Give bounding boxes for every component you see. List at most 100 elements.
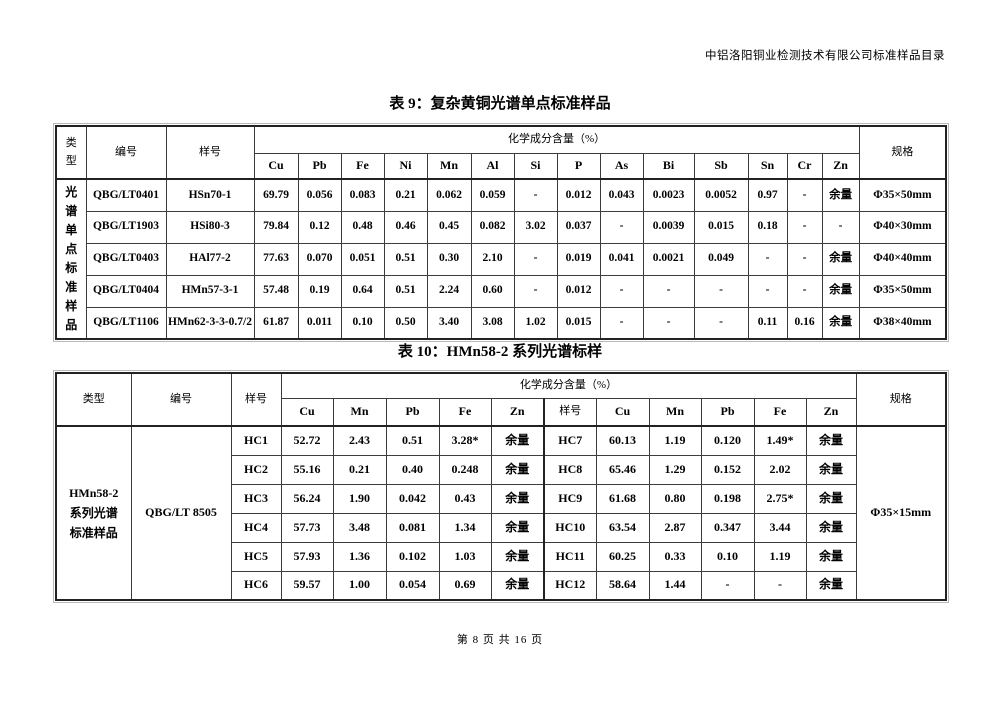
value-cell: 0.51 xyxy=(385,425,440,456)
value-cell: 0.054 xyxy=(385,570,440,601)
table-row: HC2 55.16 0.21 0.40 0.248 余量 HC8 65.46 1… xyxy=(56,454,946,485)
table-row: QBG/LT1903 HSi80-3 79.84 0.12 0.48 0.46 … xyxy=(56,210,947,244)
value-cell: 1.19 xyxy=(648,425,702,456)
table-9: 类型 编号 样号 化学成分含量（%） 规格 Cu Pb Fe Ni Mn Al … xyxy=(52,123,950,342)
value-cell: - xyxy=(693,306,749,340)
col-header-element: Zn xyxy=(490,397,545,427)
value-cell: 65.46 xyxy=(595,454,650,485)
value-cell: 余量 xyxy=(805,483,857,514)
value-cell: - xyxy=(747,274,788,308)
value-cell: 0.60 xyxy=(470,274,515,308)
value-cell: 0.45 xyxy=(426,210,472,244)
value-cell: 3.44 xyxy=(753,512,807,543)
value-cell: 1.49* xyxy=(753,425,807,456)
value-cell: 57.93 xyxy=(280,541,334,572)
value-cell: 0.347 xyxy=(700,512,755,543)
value-cell: 0.043 xyxy=(599,178,644,212)
col-header-spec: 规格 xyxy=(855,372,947,427)
col-header-element: Mn xyxy=(426,152,472,180)
sample-cell: HSn70-1 xyxy=(165,178,255,212)
value-cell: 1.03 xyxy=(438,541,492,572)
value-cell: 0.152 xyxy=(700,454,755,485)
value-cell: 0.64 xyxy=(340,274,385,308)
value-cell: 2.10 xyxy=(470,242,515,276)
value-cell: 1.36 xyxy=(332,541,387,572)
col-header-sample: 样号 xyxy=(230,372,282,427)
table-row: QBG/LT0403 HAl77-2 77.63 0.070 0.051 0.5… xyxy=(56,242,947,276)
value-cell: 2.02 xyxy=(753,454,807,485)
value-cell: 余量 xyxy=(805,425,857,456)
value-cell: 2.87 xyxy=(648,512,702,543)
table-row: HC6 59.57 1.00 0.054 0.69 余量 HC12 58.64 … xyxy=(56,570,946,601)
sample-cell: HSi80-3 xyxy=(165,210,255,244)
spec-cell: Φ35×50mm xyxy=(858,274,947,308)
value-cell: 余量 xyxy=(805,454,857,485)
value-cell: 0.33 xyxy=(648,541,702,572)
col-header-element: P xyxy=(556,152,601,180)
value-cell: 3.28* xyxy=(438,425,492,456)
sample-cell: HC5 xyxy=(230,541,282,572)
value-cell: - xyxy=(700,570,755,601)
value-cell: 0.015 xyxy=(556,306,601,340)
col-header-element: Sb xyxy=(693,152,749,180)
col-header-element: Fe xyxy=(438,397,492,427)
value-cell: 3.48 xyxy=(332,512,387,543)
value-cell: 0.69 xyxy=(438,570,492,601)
value-cell: 余量 xyxy=(821,306,860,340)
value-cell: - xyxy=(642,306,695,340)
col-header-element: Mn xyxy=(332,397,387,427)
value-cell: 58.64 xyxy=(595,570,650,601)
value-cell: 0.97 xyxy=(747,178,788,212)
type-label-cell: HMn58-2 系列光谱 标准样品 xyxy=(55,425,132,601)
value-cell: 0.10 xyxy=(700,541,755,572)
value-cell: 余量 xyxy=(490,570,545,601)
col-header-element: Pb xyxy=(385,397,440,427)
value-cell: 77.63 xyxy=(253,242,299,276)
value-cell: 余量 xyxy=(821,274,860,308)
value-cell: 0.102 xyxy=(385,541,440,572)
col-header-composition: 化学成分含量（%） xyxy=(253,125,860,154)
code-cell: QBG/LT0404 xyxy=(85,274,167,308)
value-cell: 0.062 xyxy=(426,178,472,212)
value-cell: 余量 xyxy=(490,512,545,543)
value-cell: 余量 xyxy=(821,242,860,276)
table-row: HMn58-2 系列光谱 标准样品 QBG/LT 8505 HC1 52.72 … xyxy=(55,425,947,601)
value-cell: - xyxy=(513,274,558,308)
value-cell: - xyxy=(786,274,823,308)
spec-cell: Φ35×15mm xyxy=(855,425,947,601)
value-cell: 0.059 xyxy=(470,178,515,212)
value-cell: 3.40 xyxy=(426,306,472,340)
value-cell: 1.34 xyxy=(438,512,492,543)
spec-cell: Φ35×50mm xyxy=(858,178,947,212)
sample-cell: HC12 xyxy=(543,570,597,601)
value-cell: 0.21 xyxy=(383,178,428,212)
col-header-element: Fe xyxy=(340,152,385,180)
value-cell: 69.79 xyxy=(253,178,299,212)
value-cell: 2.75* xyxy=(753,483,807,514)
sample-cell: HC3 xyxy=(230,483,282,514)
value-cell: - xyxy=(599,210,644,244)
value-cell: 61.87 xyxy=(253,306,299,340)
sample-cell: HAl77-2 xyxy=(165,242,255,276)
col-header-element: Cu xyxy=(595,397,650,427)
value-cell: 0.19 xyxy=(297,274,342,308)
value-cell: 0.11 xyxy=(747,306,788,340)
col-header-element: Zn xyxy=(821,152,860,180)
col-header-element: Fe xyxy=(753,397,807,427)
table-row: QBG/LT0404 HMn57-3-1 57.48 0.19 0.64 0.5… xyxy=(56,274,947,308)
sample-cell: HC11 xyxy=(543,541,597,572)
value-cell: 余量 xyxy=(805,512,857,543)
value-cell: - xyxy=(513,242,558,276)
code-cell: QBG/LT1106 xyxy=(85,306,167,340)
value-cell: 60.13 xyxy=(595,425,650,456)
col-header-element: Cu xyxy=(280,397,334,427)
col-header-sample: 样号 xyxy=(165,125,255,180)
value-cell: 0.0023 xyxy=(642,178,695,212)
value-cell: 0.50 xyxy=(383,306,428,340)
value-cell: - xyxy=(821,210,860,244)
col-header-spec: 规格 xyxy=(858,125,947,180)
value-cell: 0.12 xyxy=(297,210,342,244)
value-cell: 0.037 xyxy=(556,210,601,244)
sample-cell: HMn62-3-3-0.7/2 xyxy=(165,306,255,340)
value-cell: - xyxy=(599,306,644,340)
